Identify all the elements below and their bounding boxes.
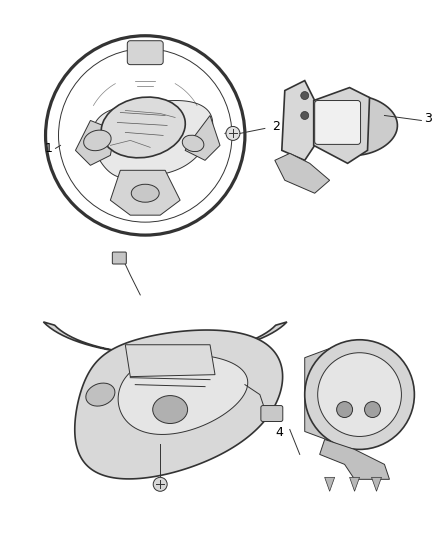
Polygon shape	[75, 120, 115, 165]
Circle shape	[153, 478, 167, 491]
FancyBboxPatch shape	[127, 41, 163, 64]
Text: 3: 3	[424, 112, 432, 125]
Ellipse shape	[153, 395, 187, 424]
Polygon shape	[325, 478, 335, 491]
Polygon shape	[110, 171, 180, 215]
Polygon shape	[350, 478, 360, 491]
Circle shape	[59, 49, 232, 222]
Polygon shape	[185, 116, 220, 160]
Circle shape	[337, 401, 353, 417]
Polygon shape	[314, 87, 370, 163]
Polygon shape	[282, 80, 314, 160]
Text: 1: 1	[45, 142, 53, 155]
Ellipse shape	[131, 184, 159, 202]
Circle shape	[301, 111, 309, 119]
Polygon shape	[118, 355, 248, 434]
Polygon shape	[305, 345, 339, 445]
Polygon shape	[43, 322, 287, 354]
Ellipse shape	[182, 135, 204, 151]
Circle shape	[301, 92, 309, 100]
Polygon shape	[125, 345, 215, 377]
Ellipse shape	[101, 97, 185, 158]
FancyBboxPatch shape	[314, 101, 360, 144]
Circle shape	[364, 401, 381, 417]
Circle shape	[305, 340, 414, 449]
Text: 4: 4	[275, 426, 283, 439]
Polygon shape	[343, 95, 397, 155]
Polygon shape	[75, 330, 283, 479]
Polygon shape	[92, 101, 213, 179]
Circle shape	[318, 353, 401, 437]
Ellipse shape	[84, 130, 111, 151]
Polygon shape	[275, 154, 330, 193]
Circle shape	[226, 126, 240, 140]
Polygon shape	[371, 478, 381, 491]
FancyBboxPatch shape	[112, 252, 126, 264]
Text: 2: 2	[272, 120, 280, 133]
Ellipse shape	[86, 383, 115, 406]
Polygon shape	[320, 439, 389, 479]
FancyBboxPatch shape	[261, 406, 283, 422]
